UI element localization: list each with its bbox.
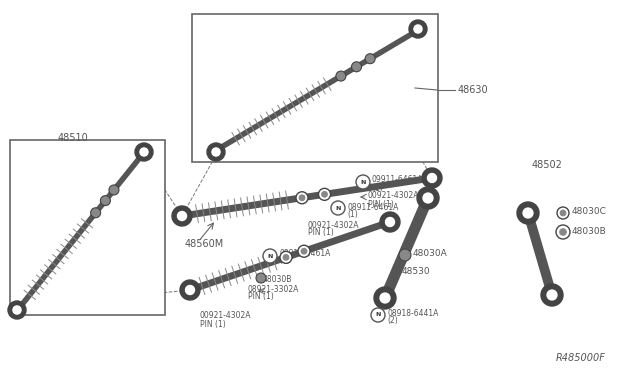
Circle shape [298,245,310,257]
Circle shape [336,71,346,81]
Circle shape [365,54,375,64]
Circle shape [140,148,148,156]
Text: 48530: 48530 [402,267,431,276]
Text: R485000F: R485000F [556,353,606,363]
Circle shape [256,273,266,283]
Text: 48502: 48502 [532,160,563,170]
Text: 48030B: 48030B [263,275,292,283]
Text: (1): (1) [347,211,358,219]
Circle shape [135,143,153,161]
Text: (1): (1) [279,257,290,266]
Circle shape [399,249,411,261]
Circle shape [100,196,110,206]
Text: 08921-3302A: 08921-3302A [248,285,300,294]
Circle shape [423,193,433,203]
Text: 00921-4302A: 00921-4302A [200,311,252,321]
Circle shape [428,173,436,183]
Circle shape [284,255,289,260]
Circle shape [109,185,119,195]
Circle shape [380,293,390,303]
Circle shape [351,62,362,72]
Text: PIN (1): PIN (1) [368,199,394,208]
Circle shape [547,290,557,300]
Circle shape [13,306,21,314]
Circle shape [422,168,442,188]
Text: 48560M: 48560M [185,239,224,249]
Circle shape [263,249,277,263]
Text: 00921-4302A: 00921-4302A [368,192,419,201]
Text: 48030C: 48030C [572,208,607,217]
Text: N: N [375,312,381,317]
Circle shape [207,143,225,161]
Circle shape [212,148,220,156]
Text: (1): (1) [372,185,383,193]
Text: 08911-6461A: 08911-6461A [279,248,330,257]
Circle shape [560,210,566,216]
Circle shape [414,25,422,33]
Circle shape [556,225,570,239]
Circle shape [91,208,100,218]
Text: (2): (2) [387,317,397,326]
Circle shape [560,229,566,235]
Circle shape [417,187,439,209]
Circle shape [300,195,305,201]
Circle shape [523,208,533,218]
Text: N: N [335,205,340,211]
Circle shape [172,206,192,226]
Text: N: N [268,253,273,259]
Circle shape [180,280,200,300]
Circle shape [517,202,539,224]
Circle shape [186,285,195,295]
Text: 48030B: 48030B [572,228,607,237]
Circle shape [301,248,307,254]
Circle shape [356,175,370,189]
Text: N: N [360,180,365,185]
Circle shape [280,251,292,263]
Circle shape [319,188,330,201]
Circle shape [331,201,345,215]
Circle shape [541,284,563,306]
Circle shape [374,287,396,309]
Text: 00921-4302A: 00921-4302A [308,221,360,230]
Text: PIN (1): PIN (1) [200,320,226,328]
Circle shape [177,212,186,221]
Text: 08918-6441A: 08918-6441A [387,308,438,317]
Circle shape [557,207,569,219]
Text: 48630: 48630 [458,85,488,95]
Circle shape [296,192,308,204]
Text: PIN (1): PIN (1) [308,228,333,237]
Bar [192,14,438,162]
Circle shape [8,301,26,319]
Text: 48030A: 48030A [413,248,448,257]
Circle shape [385,218,394,227]
Bar [10,140,165,315]
Circle shape [380,212,400,232]
Text: 09911-6461A: 09911-6461A [372,176,424,185]
Text: 48510: 48510 [58,133,88,143]
Circle shape [371,308,385,322]
Text: 08911-6461A: 08911-6461A [347,202,398,212]
Text: PIN (1): PIN (1) [248,292,274,301]
Circle shape [322,192,327,197]
Circle shape [409,20,427,38]
